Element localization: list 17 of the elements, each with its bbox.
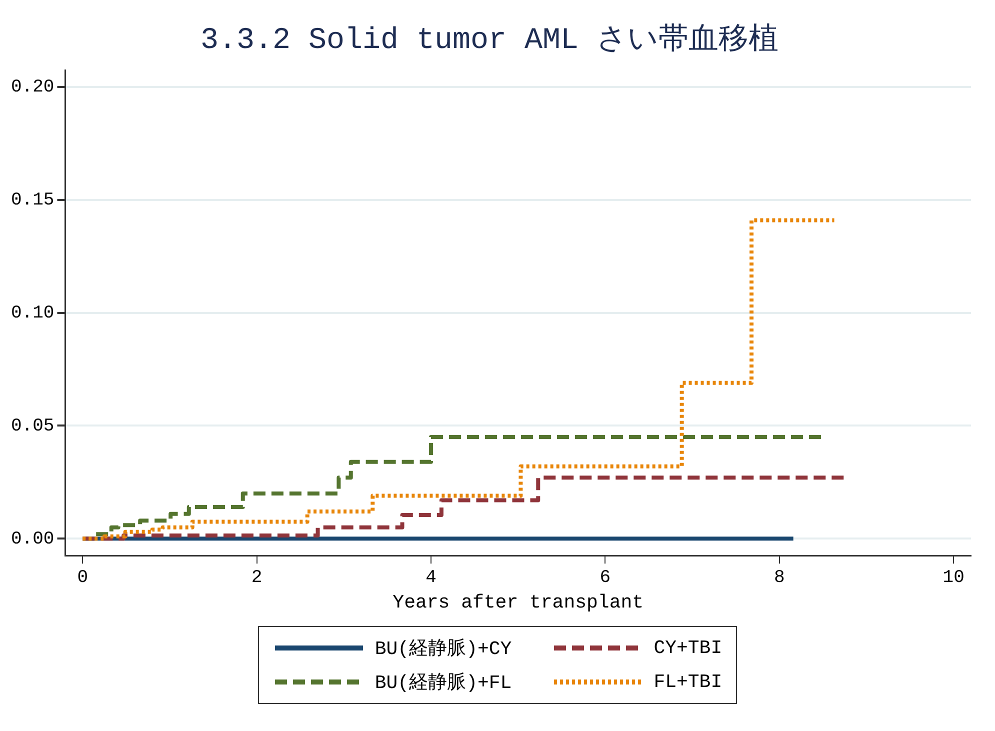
y-tick-label: 0.05 [10, 416, 54, 436]
x-tick-label: 4 [426, 568, 436, 588]
x-tick-label: 6 [600, 568, 611, 588]
legend-label: BU(経静脈)+FL [374, 671, 512, 695]
x-tick-label: 8 [774, 568, 785, 588]
chart-title: 3.3.2 Solid tumor AML さい帯血移植 [200, 22, 779, 58]
legend-label: BU(経静脈)+CY [374, 637, 512, 661]
y-tick-label: 0.15 [10, 190, 54, 211]
x-tick-label: 10 [942, 568, 964, 588]
x-tick-label: 2 [251, 568, 262, 588]
x-axis-title: Years after transplant [392, 592, 644, 614]
y-tick-label: 0.10 [10, 304, 54, 324]
legend-label: CY+TBI [654, 637, 722, 659]
y-tick-label: 0.00 [10, 529, 54, 550]
y-tick-label: 0.20 [10, 78, 54, 98]
x-tick-label: 0 [77, 568, 88, 588]
legend-label: FL+TBI [654, 671, 722, 693]
